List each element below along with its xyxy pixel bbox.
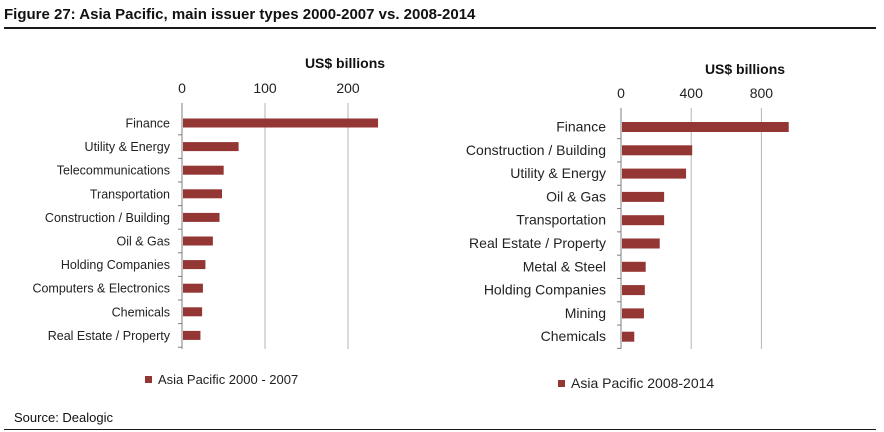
right-unit-label: US$ billions: [705, 61, 785, 77]
chart-issuers-2008-2014: US$ billions 0 400 800 Finance Construction /…: [466, 61, 789, 391]
right-category-label: Holding Companies: [484, 282, 606, 298]
left-bar: [183, 283, 203, 293]
right-category-label: Real Estate / Property: [469, 235, 606, 251]
left-legend-label: Asia Pacific 2000 - 2007: [158, 372, 298, 387]
left-bar: [183, 165, 224, 175]
left-category-label: Construction / Building: [45, 211, 170, 225]
figure-title: Figure 27: Asia Pacific, main issuer typ…: [4, 6, 876, 29]
right-bar: [622, 238, 660, 249]
left-category-label: Computers & Electronics: [32, 282, 170, 296]
chart-issuers-2000-2007: US$ billions 0 100 200 Finance Utility & Ener…: [32, 55, 385, 387]
right-bar: [622, 285, 645, 296]
right-legend-swatch: [558, 380, 565, 387]
right-category-label: Metal & Steel: [523, 258, 606, 274]
right-bar: [622, 168, 687, 179]
right-tick-label-400: 400: [680, 85, 704, 101]
right-category-label: Chemicals: [541, 328, 606, 344]
left-bar: [183, 212, 220, 222]
source-note: Source: Dealogic: [14, 410, 113, 425]
left-tick-label-100: 100: [253, 80, 277, 96]
left-category-label: Telecommunications: [57, 164, 170, 178]
left-category-label: Utility & Energy: [85, 140, 171, 154]
right-tick-label-800: 800: [750, 85, 774, 101]
left-category-label: Chemicals: [112, 305, 170, 319]
right-category-label: Construction / Building: [466, 142, 606, 158]
right-bar: [622, 122, 789, 132]
left-bar: [183, 189, 223, 199]
right-category-label: Mining: [565, 305, 606, 321]
left-bar: [183, 236, 213, 246]
left-tick-label-200: 200: [336, 80, 360, 96]
left-category-label: Real Estate / Property: [48, 329, 171, 343]
right-bar: [622, 308, 644, 319]
left-legend-swatch: [145, 376, 152, 383]
left-bar: [183, 330, 201, 340]
right-category-label: Transportation: [516, 212, 606, 228]
right-category-label: Finance: [556, 119, 606, 135]
right-bar: [622, 191, 665, 202]
right-bar: [622, 215, 665, 226]
left-unit-label: US$ billions: [305, 55, 385, 71]
right-category-label: Oil & Gas: [546, 188, 606, 204]
right-bar: [622, 331, 635, 342]
left-category-label: Holding Companies: [61, 258, 170, 272]
right-legend-label: Asia Pacific 2008-2014: [571, 375, 714, 391]
left-bar: [183, 142, 239, 152]
left-category-label: Finance: [126, 117, 171, 131]
left-category-label: Oil & Gas: [117, 235, 171, 249]
left-bar: [183, 307, 203, 317]
right-tick-label-0: 0: [617, 85, 625, 101]
right-bar: [622, 145, 693, 156]
left-category-label: Transportation: [90, 187, 170, 201]
right-category-label: Utility & Energy: [510, 165, 606, 181]
left-tick-label-0: 0: [178, 80, 186, 96]
bottom-rule: [4, 429, 876, 430]
right-bar: [622, 261, 646, 272]
left-bar: [183, 118, 379, 128]
left-bar: [183, 260, 206, 270]
